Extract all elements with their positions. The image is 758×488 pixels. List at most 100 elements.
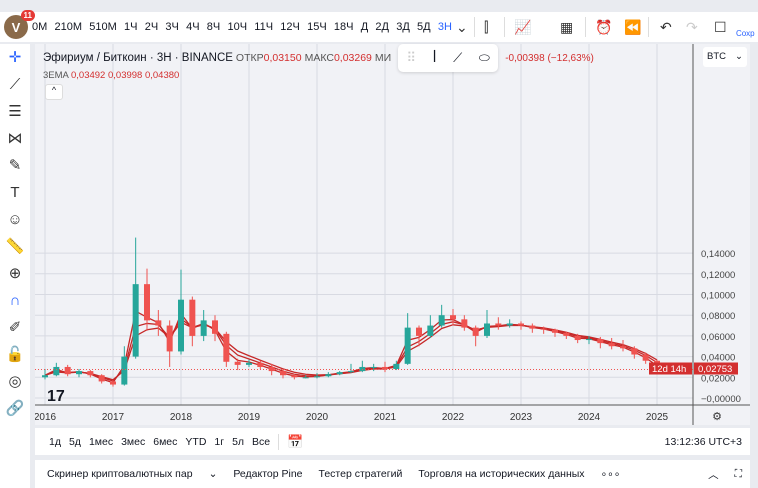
range-5[interactable]: YTD (185, 435, 207, 448)
ema-label[interactable]: 3EMA (43, 70, 69, 81)
high-value: 0,03269 (333, 52, 372, 64)
lock-icon[interactable]: 🔓 (5, 346, 25, 363)
bottom-tab-2[interactable]: Тестер стратегий (318, 468, 403, 480)
chevron-down-icon[interactable]: ⌄ (456, 19, 468, 35)
range-7[interactable]: 5л (232, 435, 245, 448)
layout-icon[interactable]: ▦ (560, 19, 574, 35)
eye-icon[interactable]: ◎ (8, 373, 22, 390)
redo-icon[interactable]: ↷ (686, 19, 698, 35)
lock-drawing-icon[interactable]: ✐ (8, 319, 22, 336)
candle-body (302, 377, 309, 379)
alert-icon[interactable]: ⏰ (595, 19, 613, 35)
range-6[interactable]: 1г (214, 435, 225, 448)
trendline-icon[interactable]: ⟋ (9, 76, 21, 93)
symbol-title[interactable]: Эфириум / Биткоин · 3Н · BINANCE (43, 52, 233, 64)
timeframe-210M[interactable]: 210M (54, 21, 83, 33)
line-icon[interactable]: ⟋ (453, 50, 463, 65)
chevron-up-icon[interactable]: ︿ (708, 468, 719, 481)
zoom-icon[interactable]: ⊕ (8, 265, 22, 282)
fullscreen-icon[interactable]: ☐ (714, 19, 727, 35)
currency-select[interactable]: BTC ⌄ (703, 47, 747, 67)
bottom-tab-3[interactable]: Торговля на исторических данных (418, 468, 585, 480)
save-button[interactable]: Сохр (736, 29, 755, 38)
replay-icon[interactable]: ⏪ (624, 19, 642, 35)
ellipse-icon[interactable]: ⬭ (478, 50, 490, 65)
calendar-icon[interactable]: 📅 (278, 433, 307, 450)
candles-icon[interactable]: ⫿ (484, 19, 489, 35)
text-icon[interactable]: T (10, 184, 20, 201)
screener-chevron-icon[interactable]: ⌄ (208, 468, 218, 480)
candle-body (325, 374, 332, 377)
candle (257, 360, 264, 370)
candle (404, 313, 411, 365)
collapse-legend-button[interactable]: ^ (45, 84, 63, 100)
candle-body (574, 335, 581, 341)
fib-icon[interactable]: ☰ (8, 103, 22, 120)
x-tick-label: 2023 (510, 412, 533, 423)
more-icon[interactable]: ∘∘∘ (600, 468, 621, 480)
range-0[interactable]: 1д (49, 435, 61, 448)
timeframe-510M[interactable]: 510M (89, 21, 117, 33)
pattern-icon[interactable]: ⋈ (7, 130, 23, 147)
maximize-icon[interactable]: ⛶ (734, 467, 742, 480)
crosshair-icon[interactable]: ✛ (8, 49, 22, 66)
candle-body (87, 371, 94, 376)
price-chart[interactable]: 0,14000 0,12000 0,10000 0,08000 0,06000 0,040… (34, 44, 750, 425)
timeframe-10Ч[interactable]: 10Ч (227, 21, 248, 33)
candle (87, 370, 94, 378)
candle-body (132, 284, 139, 357)
bottom-tab-0[interactable]: Скринер криптовалютных пар (47, 468, 193, 480)
timeframe-18Ч[interactable]: 18Ч (333, 21, 354, 33)
clock-time[interactable]: 13:12:36 UTC+3 (664, 435, 742, 448)
timeframe-2Д[interactable]: 2Д (375, 21, 389, 33)
range-2[interactable]: 1мес (88, 435, 114, 448)
timeframe-3Ч[interactable]: 3Ч (165, 21, 179, 33)
candle (110, 380, 116, 387)
emoji-icon[interactable]: ☺ (7, 211, 23, 228)
bottom-tab-1[interactable]: Редактор Pine (233, 468, 303, 480)
timeframe-3Н[interactable]: 3Н (437, 21, 452, 33)
undo-icon[interactable]: ↶ (660, 19, 672, 35)
timeframe-4Ч[interactable]: 4Ч (186, 21, 200, 33)
indicators-icon[interactable]: 📈 (514, 19, 532, 35)
timeframe-Д[interactable]: Д (360, 21, 369, 33)
y-tick-label: 0,06000 (701, 332, 735, 343)
candle-body (155, 320, 162, 326)
ruler-icon[interactable]: 📏 (5, 238, 25, 255)
magnet-icon[interactable]: ∩ (9, 292, 21, 309)
bar-countdown: 12d 14h (652, 364, 686, 375)
bottom-panel: Скринер криптовалютных пар ⌄ Редактор Pine… (35, 460, 750, 488)
range-3[interactable]: 3мес (121, 435, 146, 448)
y-tick-label: 0,02000 (701, 373, 735, 384)
timeframe-8Ч[interactable]: 8Ч (206, 21, 221, 33)
ema-value-1: 0,03492 (71, 70, 106, 81)
candle (484, 310, 490, 338)
y-tick-label: 0,08000 (701, 311, 735, 322)
notification-badge: 11 (20, 10, 35, 21)
candle-body (631, 348, 638, 355)
link-icon[interactable]: 🔗 (5, 400, 25, 417)
candle-body (178, 299, 184, 352)
chart-pane[interactable]: 0,14000 0,12000 0,10000 0,08000 0,06000 0,040… (34, 44, 750, 425)
candle (325, 372, 332, 378)
timeframe-15Ч[interactable]: 15Ч (307, 21, 327, 33)
drag-handle-icon[interactable]: ⠿ (406, 50, 417, 65)
timeframe-11Ч[interactable]: 11Ч (254, 21, 274, 33)
range-8[interactable]: Все (252, 435, 271, 448)
timeframe-3Д[interactable]: 3Д (396, 21, 410, 33)
candle-body (608, 343, 615, 347)
timeframe-2Ч[interactable]: 2Ч (144, 21, 159, 33)
range-4[interactable]: 6мес (153, 435, 178, 448)
candle (450, 308, 456, 326)
range-1[interactable]: 5д (68, 435, 81, 448)
vertical-line-icon[interactable]: ꟾ (432, 50, 437, 65)
timeframe-0M[interactable]: 0M (32, 21, 48, 33)
y-tick-label: 0,04000 (701, 353, 735, 364)
timeframe-12Ч[interactable]: 12Ч (280, 21, 300, 33)
timeframe-5Д[interactable]: 5Д (417, 21, 431, 33)
brush-icon[interactable]: ✎ (8, 157, 22, 174)
candle (597, 336, 604, 349)
avatar[interactable]: V 11 (4, 10, 35, 39)
candle-body (223, 333, 230, 362)
timeframe-1Ч[interactable]: 1Ч (124, 21, 138, 33)
